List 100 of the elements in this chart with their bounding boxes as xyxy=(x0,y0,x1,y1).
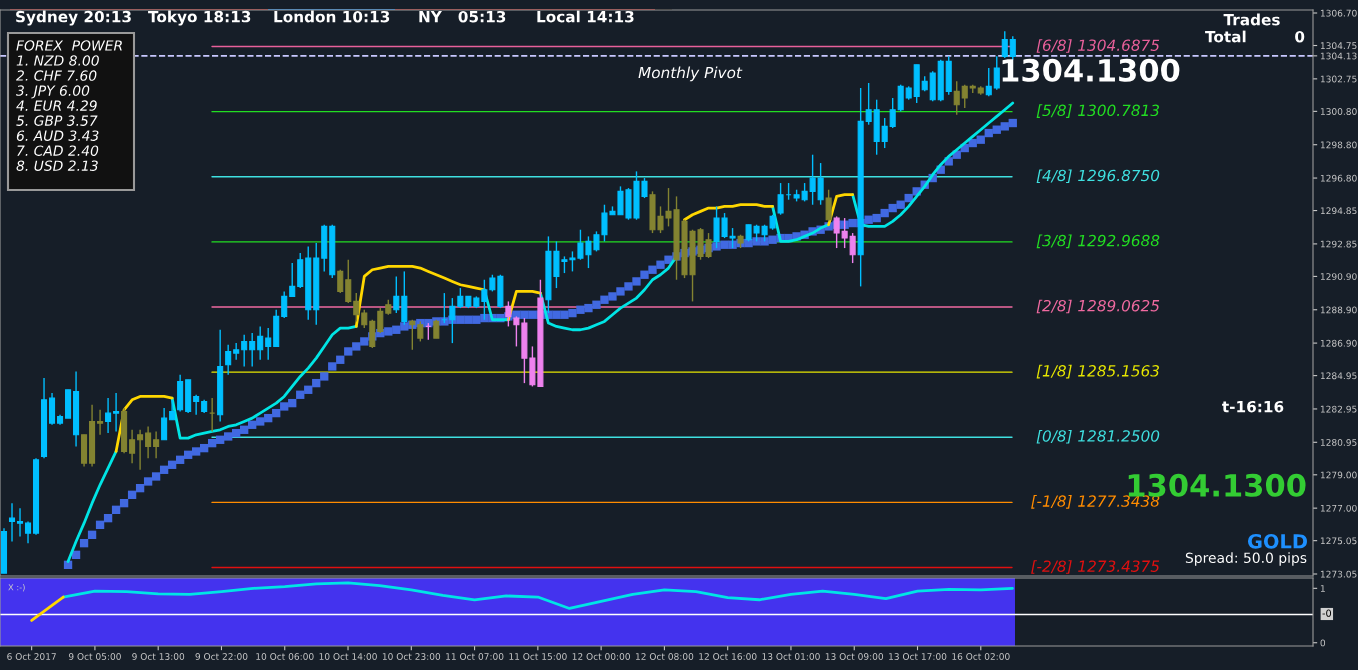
candlestick xyxy=(105,397,112,434)
ref-line-label: [0/8] 1281.2500 xyxy=(1036,429,1160,444)
line-series xyxy=(61,581,1014,610)
annotation: Trades xyxy=(1223,13,1280,26)
x-tick-label: 13 Oct 09:00 xyxy=(825,653,884,660)
x-tick-label: 12 Oct 00:00 xyxy=(572,653,630,660)
candlestick xyxy=(161,407,168,441)
candlestick xyxy=(241,334,248,368)
candlestick xyxy=(849,232,856,264)
y-tick-label: 1306.70 xyxy=(1320,9,1357,17)
candlestick xyxy=(225,344,232,376)
annotation: 1304.1300 xyxy=(1002,58,1180,82)
x-tick-label: 10 Oct 14:00 xyxy=(319,653,377,660)
annotation: t-16:16 xyxy=(1222,400,1284,413)
candlestick xyxy=(281,290,288,319)
candlestick xyxy=(889,97,896,129)
candlestick xyxy=(16,507,24,538)
y-tick-label: 1294.85 xyxy=(1320,207,1357,215)
x-tick-label: 12 Oct 08:00 xyxy=(635,653,694,660)
candlestick xyxy=(825,189,832,223)
candlestick xyxy=(345,259,352,304)
ref-line-label: [4/8] 1296.8750 xyxy=(1036,169,1160,184)
ref-line-label: [6/8] 1304.6875 xyxy=(1036,39,1160,53)
candlestick xyxy=(361,309,368,329)
candlestick xyxy=(897,83,904,113)
y-tick-label: 1 xyxy=(1320,585,1325,592)
y-tick-label: 1277.00 xyxy=(1320,504,1357,512)
candlestick xyxy=(953,80,960,116)
annotation: 0 xyxy=(1295,30,1305,43)
candlestick xyxy=(961,83,968,109)
candlestick xyxy=(169,399,176,421)
x-tick-label: 9 Oct 13:00 xyxy=(132,653,185,660)
y-tick-label: 0 xyxy=(1320,639,1326,647)
candlestick xyxy=(193,394,200,416)
candlestick xyxy=(865,82,872,126)
candlestick xyxy=(249,332,256,368)
text: FOREX POWER 1. NZD 8.00 2. CHF 7.60 3. JPY 6.00 4. EUR 4.29 5. GBP 3.57 6. AUD 3.43 7. CAD 2.40 8. USD 2.13 xyxy=(16,40,122,171)
x-tick-label: 6 Oct 2017 xyxy=(7,653,56,660)
annotation: Tokyo 18:13 xyxy=(148,10,251,26)
candlestick xyxy=(257,325,264,361)
ref-line-label: [2/8] 1289.0625 xyxy=(1036,299,1160,314)
annotation: GOLD xyxy=(1247,533,1307,549)
candlestick xyxy=(393,275,400,314)
candlestick xyxy=(24,520,32,544)
annotation: X :-) xyxy=(8,583,25,592)
x-tick-label: 9 Oct 22:00 xyxy=(195,653,248,660)
y-tick-label: 1282.95 xyxy=(1320,405,1357,413)
ref-line-label: Monthly Pivot xyxy=(638,66,743,82)
x-tick-label: 13 Oct 01:00 xyxy=(762,653,820,660)
y-tick-label: 1296.80 xyxy=(1320,174,1357,182)
y-tick-label: 1298.80 xyxy=(1320,141,1357,149)
candlestick xyxy=(233,342,240,361)
candlestick xyxy=(153,430,160,459)
candlestick xyxy=(113,392,120,433)
y-tick-label: 1302.75 xyxy=(1320,75,1357,83)
x-tick-label: 11 Oct 07:00 xyxy=(446,653,504,660)
annotation: Spread: 50.0 pips xyxy=(1185,552,1307,566)
x-tick-label: 16 Oct 02:00 xyxy=(952,653,1010,660)
y-tick-label: 1284.95 xyxy=(1320,372,1357,380)
y-tick-label: 1280.95 xyxy=(1320,439,1357,446)
candlestick xyxy=(129,429,136,464)
y-tick-label: 1286.90 xyxy=(1320,339,1357,347)
annotation: Total xyxy=(1205,30,1246,43)
candlestick xyxy=(1001,30,1008,59)
y-tick-label: 1304.13 xyxy=(1320,52,1357,60)
candlestick xyxy=(993,55,1000,91)
annotation: Local 14:13 xyxy=(537,10,634,23)
y-tick-label: 1292.85 xyxy=(1320,240,1357,248)
x-tick-label: 11 Oct 15:00 xyxy=(509,653,567,660)
x-tick-label: 12 Oct 16:00 xyxy=(699,653,757,660)
candlestick xyxy=(985,67,992,98)
y-tick-label: 1290.90 xyxy=(1320,273,1357,280)
annotation: Sydney 20:13 xyxy=(16,10,131,26)
candlestick xyxy=(137,429,144,471)
candlestick xyxy=(353,292,360,323)
candlestick xyxy=(145,425,152,459)
y-tick-label: 1275.05 xyxy=(1320,537,1357,545)
candlestick xyxy=(289,262,296,298)
candlestick xyxy=(337,269,344,294)
y-tick-label: 1300.80 xyxy=(1320,108,1357,115)
candlestick xyxy=(209,397,216,433)
y-tick-label: 1273.05 xyxy=(1320,570,1357,578)
annotation: London 10:13 xyxy=(274,10,390,23)
candlestick xyxy=(881,117,888,149)
x-tick-label: 10 Oct 23:00 xyxy=(382,653,441,660)
ref-line-label: [1/8] 1285.1563 xyxy=(1036,364,1160,379)
ref-line-label: [-1/8] 1277.3438 xyxy=(1031,495,1160,509)
x-tick-label: 10 Oct 06:00 xyxy=(256,653,314,660)
candlestick xyxy=(8,502,16,543)
text: -0 xyxy=(1322,609,1332,617)
y-tick-label: 1279.00 xyxy=(1320,471,1357,479)
annotation: NY 05:13 xyxy=(419,10,506,23)
candlestick xyxy=(97,409,104,436)
ref-line-label: [5/8] 1300.7813 xyxy=(1036,104,1160,118)
candlestick xyxy=(777,182,784,216)
ref-line-label: [-2/8] 1273.4375 xyxy=(1031,560,1160,574)
candlestick xyxy=(457,287,464,309)
ref-line-label: [3/8] 1292.9688 xyxy=(1036,234,1160,249)
x-tick-label: 9 Oct 05:00 xyxy=(68,653,121,660)
candlestick xyxy=(265,327,272,361)
